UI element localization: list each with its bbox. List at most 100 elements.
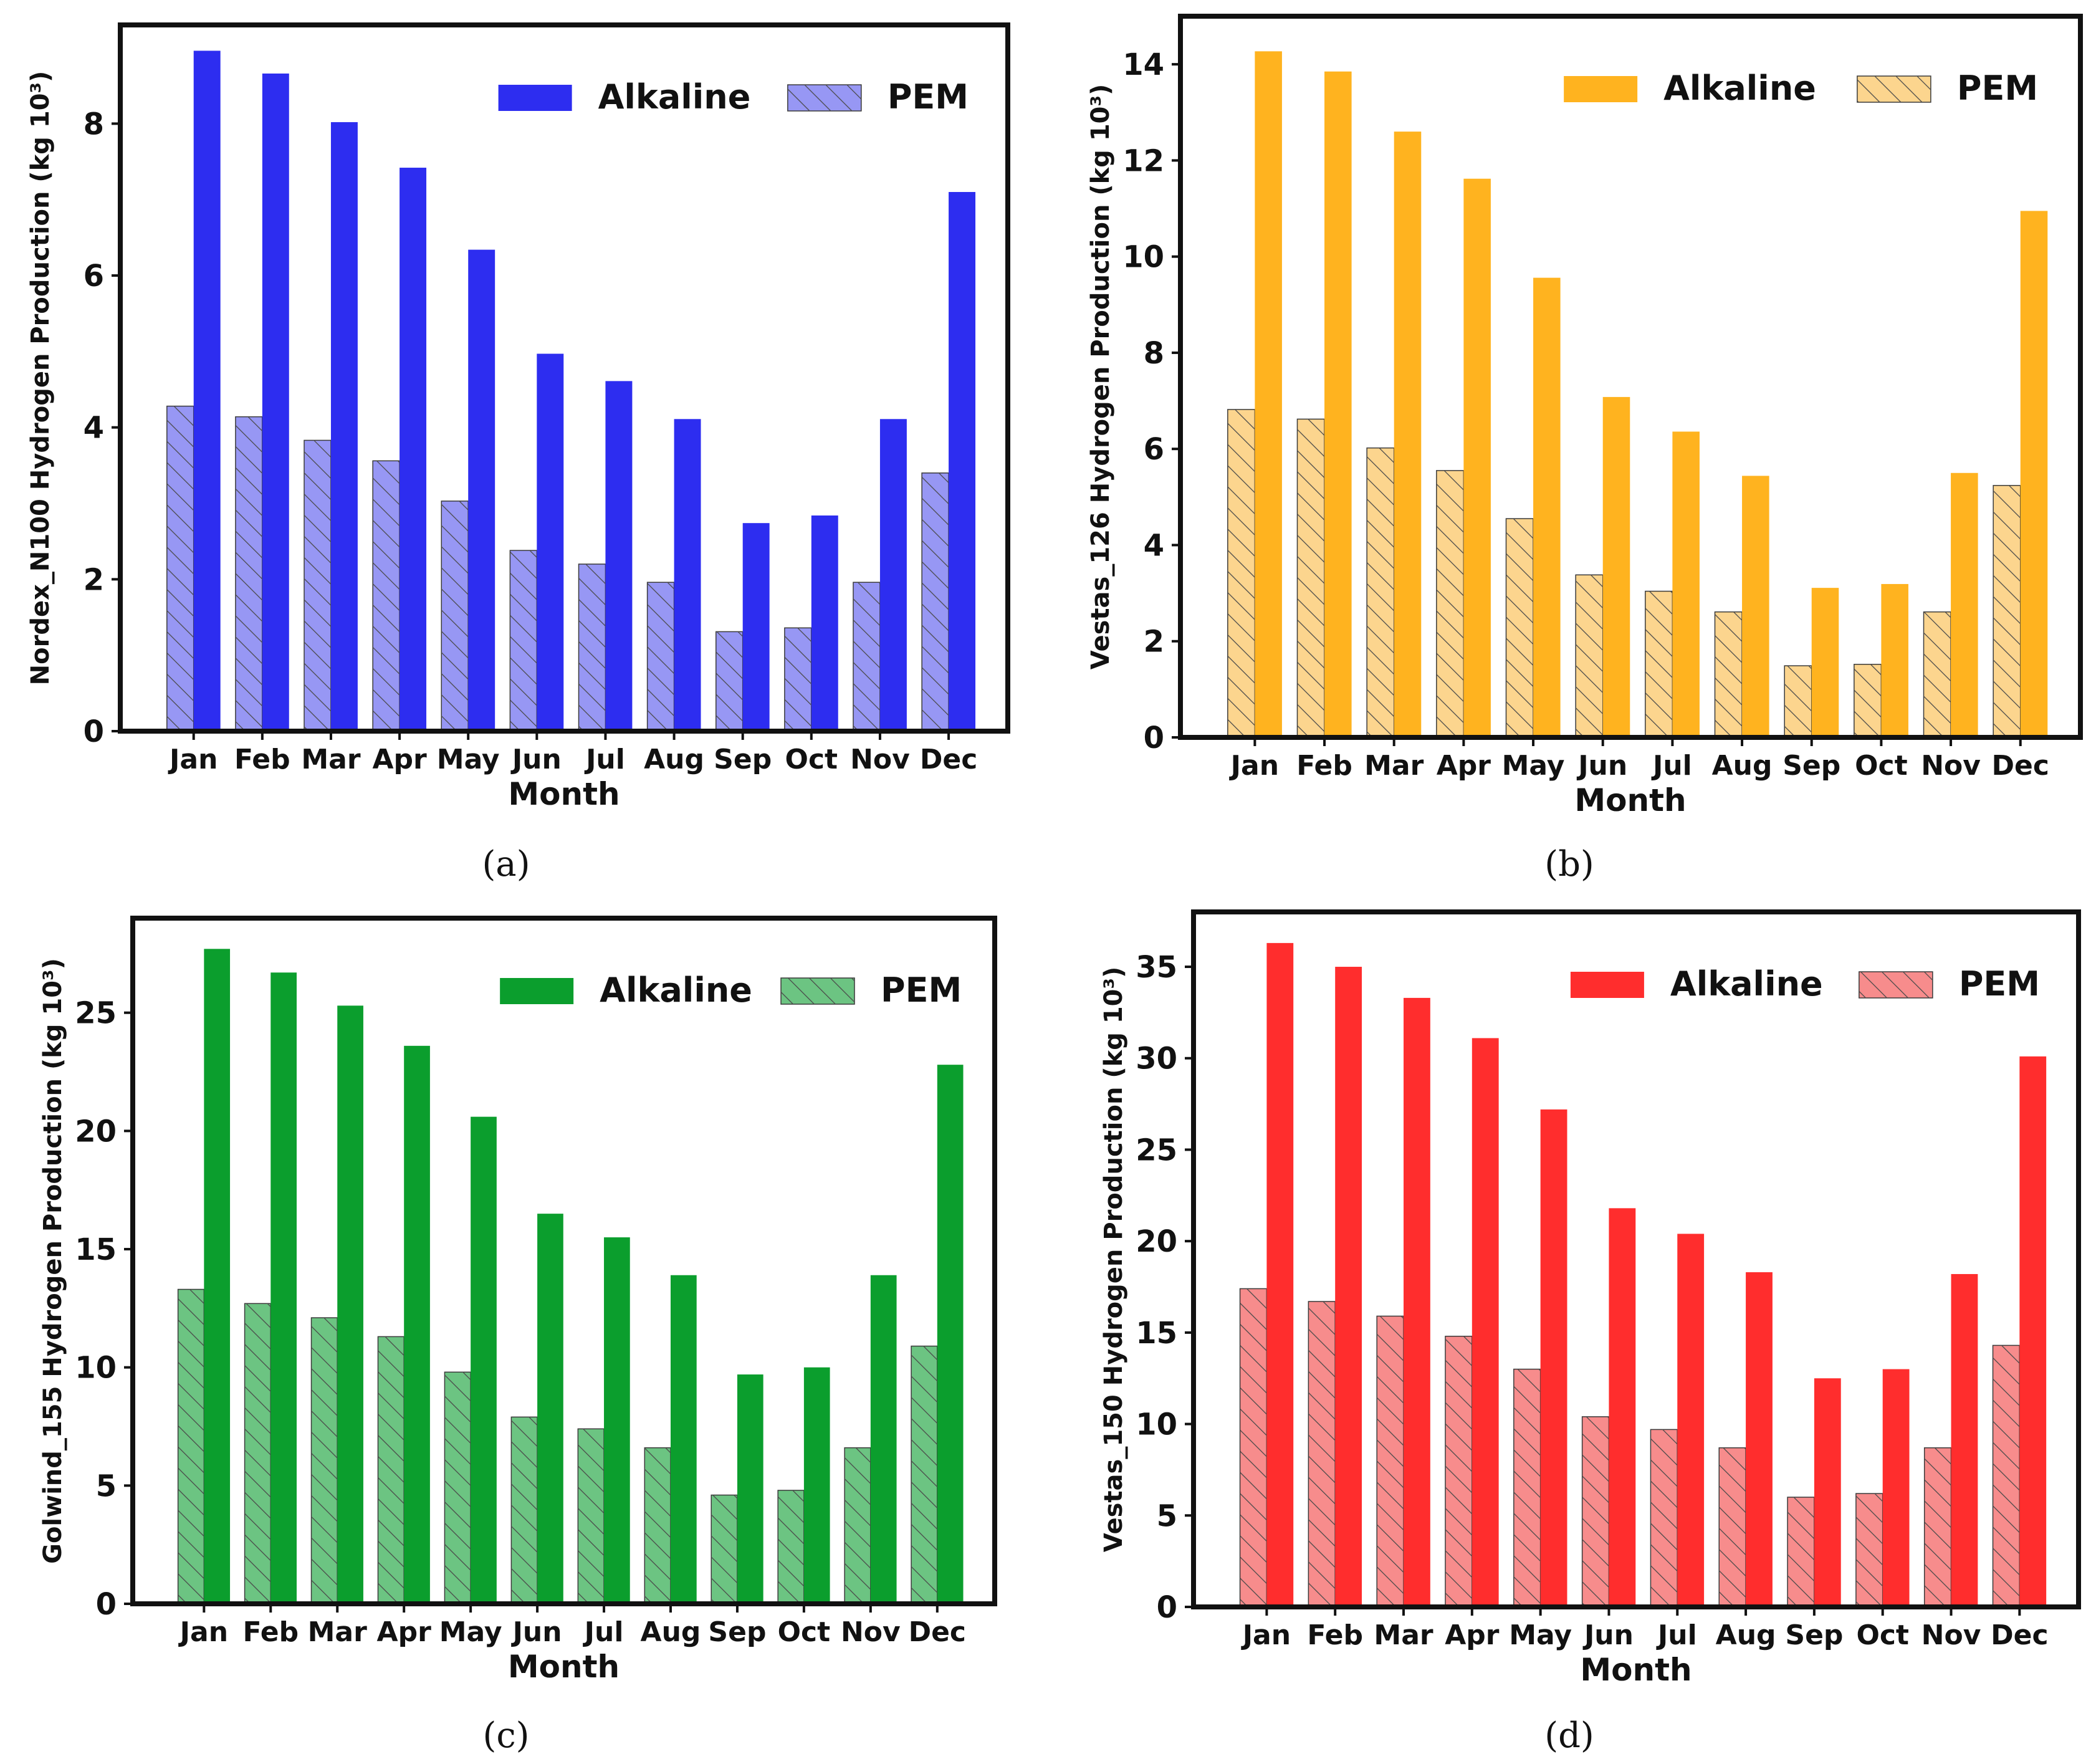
x-tick-label: Jun (1576, 750, 1627, 782)
bar-alkaline-dec (2019, 1056, 2047, 1607)
x-tick-label: May (1502, 750, 1565, 782)
x-tick-label: Jun (511, 1616, 562, 1648)
bar-pem-hatch-feb (235, 416, 262, 731)
bar-alkaline-sep (742, 523, 770, 731)
x-tick-label: Aug (641, 1616, 701, 1648)
bar-pem-hatch-mar (1367, 448, 1394, 737)
bar-pem-hatch-may (1513, 1369, 1541, 1607)
y-tick-label: 20 (1136, 1224, 1177, 1259)
y-tick-label: 15 (1136, 1316, 1177, 1351)
bar-alkaline-jun (1602, 396, 1630, 737)
bar-alkaline-oct (1882, 1369, 1910, 1607)
chart-panel-c: Jan Feb Mar Apr May Jun Jul Aug Sep Oct Nov Dec 0 5 10… (39, 916, 997, 1756)
bar-alkaline-jun (537, 1214, 563, 1604)
x-tick-label: Jul (1656, 1619, 1697, 1651)
x-tick-label: Nov (850, 744, 910, 775)
bar-alkaline-jul (604, 1237, 630, 1604)
y-tick-label: 0 (1157, 1590, 1177, 1625)
x-tick-label: Apr (1437, 750, 1491, 782)
bar-alkaline-oct (811, 515, 838, 731)
bar-alkaline-nov (879, 419, 907, 731)
bar-pem-hatch-jul (578, 1429, 605, 1604)
bar-alkaline-aug (674, 419, 701, 731)
bar-alkaline-sep (1811, 588, 1839, 737)
plot-frame (118, 22, 1010, 734)
bar-alkaline-oct (1881, 583, 1908, 737)
bar-alkaline-oct (803, 1367, 830, 1604)
x-tick-label: May (1509, 1619, 1572, 1651)
y-tick-label: 12 (1122, 143, 1164, 178)
y-tick-label: 6 (1144, 432, 1164, 467)
x-tick-label: Feb (234, 744, 290, 775)
x-tick-label: Sep (714, 744, 772, 775)
x-tick-label: May (439, 1616, 502, 1648)
y-axis-title: Nordex_N100 Hydrogen Production (kg 10³) (26, 71, 55, 686)
x-tick-label: Apr (377, 1616, 432, 1648)
y-tick-label: 10 (75, 1351, 117, 1386)
x-axis-title: Month (508, 776, 620, 812)
legend-label-pem: PEM (888, 77, 969, 117)
x-tick-label: Nov (841, 1616, 901, 1648)
bar-alkaline-jul (1672, 431, 1700, 737)
y-axis-title: Vestas_150 Hydrogen Production (kg 10³) (1099, 967, 1128, 1553)
x-tick-label: Jan (178, 1616, 228, 1648)
y-tick-label: 14 (1122, 47, 1164, 82)
x-tick-label: Jan (1229, 750, 1279, 782)
panel-label: (b) (1544, 844, 1594, 884)
x-tick-label: Jun (510, 744, 562, 775)
x-axis-title: Month (508, 1649, 620, 1685)
y-tick-label: 2 (84, 562, 104, 597)
bar-alkaline-aug (1746, 1272, 1773, 1607)
bar-pem-hatch-feb (244, 1303, 271, 1604)
x-tick-label: Aug (1712, 750, 1773, 782)
bar-pem-hatch-apr (1445, 1336, 1472, 1607)
bar-pem-hatch-apr (378, 1336, 404, 1604)
legend-swatch-alkaline (500, 978, 574, 1004)
bar-pem-hatch-apr (373, 461, 400, 731)
x-tick-label: Mar (1364, 750, 1424, 782)
x-tick-label: Oct (1856, 1619, 1909, 1651)
bar-pem-hatch-mar (311, 1318, 338, 1604)
bar-alkaline-feb (270, 972, 297, 1604)
bar-pem-hatch-mar (304, 440, 331, 731)
legend-label-pem: PEM (1959, 964, 2040, 1004)
bar-pem-hatch-nov (1924, 1447, 1951, 1607)
bar-alkaline-feb (262, 73, 289, 732)
bar-pem-hatch-jul (1650, 1429, 1678, 1607)
bar-alkaline-mar (330, 122, 358, 731)
chart-panel-d: Jan Feb Mar Apr May Jun Jul Aug Sep Oct Nov Dec 0 5 10… (1099, 909, 2081, 1756)
bar-pem-hatch-may (1506, 519, 1534, 737)
x-axis-title: Month (1580, 1652, 1692, 1688)
legend-swatch-pem-hatch (787, 85, 861, 111)
bar-alkaline-jul (605, 381, 633, 731)
chart-panel-a: Jan Feb Mar Apr May Jun Jul Aug Sep Oct Nov Dec 0 2 4 6… (26, 22, 1010, 884)
bar-pem-hatch-nov (1923, 611, 1951, 737)
y-tick-label: 5 (1157, 1498, 1177, 1533)
x-tick-label: Jul (1651, 750, 1692, 782)
x-tick-label: Sep (708, 1616, 766, 1648)
plot-frame (130, 916, 997, 1606)
x-tick-label: Feb (242, 1616, 299, 1648)
x-tick-label: Oct (1855, 750, 1908, 782)
bar-alkaline-jun (537, 353, 564, 731)
bar-alkaline-apr (1472, 1038, 1499, 1607)
x-tick-label: Aug (644, 744, 704, 775)
y-tick-label: 4 (84, 411, 104, 446)
bar-alkaline-sep (737, 1374, 763, 1604)
bar-pem-hatch-sep (711, 1495, 737, 1604)
x-tick-label: Jun (1582, 1619, 1634, 1651)
bar-alkaline-jan (193, 50, 221, 731)
bar-pem-hatch-jan (1227, 409, 1255, 737)
panel-label: (c) (482, 1715, 529, 1756)
bar-pem-hatch-nov (853, 582, 880, 731)
y-tick-label: 30 (1136, 1042, 1177, 1076)
bar-alkaline-may (471, 1116, 497, 1604)
legend-swatch-pem-hatch (781, 978, 855, 1004)
legend-label-alkaline: Alkaline (598, 77, 751, 117)
y-axis-title: Golwind_155 Hydrogen Production (kg 10³) (39, 958, 67, 1564)
y-tick-label: 10 (1122, 240, 1164, 275)
bar-pem-hatch-may (444, 1372, 471, 1604)
bar-pem-hatch-oct (784, 628, 811, 731)
panel-label: (d) (1544, 1715, 1594, 1756)
